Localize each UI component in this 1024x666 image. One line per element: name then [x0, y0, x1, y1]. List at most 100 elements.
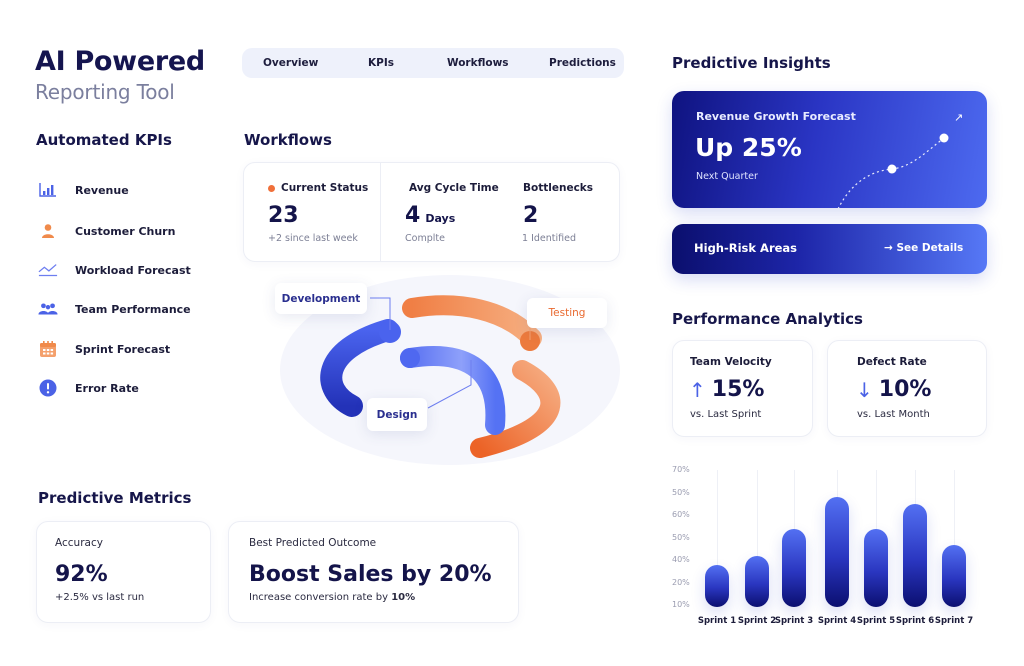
kpi-item-customer-churn[interactable]: Customer Churn — [38, 221, 175, 241]
workflow-status-card: Current Status 23 +2 since last week Avg… — [243, 162, 620, 262]
x-tick-label: Sprint 1 — [697, 616, 737, 626]
y-tick-label: 60% — [672, 510, 690, 519]
bottlenecks-sub: 1 Identified — [522, 233, 576, 244]
avg-cycle-unit: Days — [425, 212, 456, 225]
divider — [380, 163, 381, 261]
bar-sprint-1[interactable] — [705, 564, 729, 607]
y-tick-label: 10% — [672, 600, 690, 609]
bar-sprint-6[interactable] — [903, 504, 927, 607]
trend-line-icon — [38, 260, 58, 280]
tab-workflows[interactable]: Workflows — [447, 57, 509, 69]
x-tick-label: Sprint 7 — [934, 616, 974, 626]
gridline — [953, 470, 955, 607]
gridline — [756, 470, 758, 607]
forecast-trend-line — [837, 133, 949, 208]
see-details-link[interactable]: → See Details — [884, 242, 964, 254]
arrow-down-icon: ↓ — [856, 377, 873, 402]
alert-icon — [38, 378, 58, 398]
stage-development[interactable]: Development — [275, 283, 367, 314]
team-velocity-sub: vs. Last Sprint — [690, 409, 762, 420]
kpi-item-sprint-forecast[interactable]: Sprint Forecast — [38, 339, 170, 359]
tab-predictions[interactable]: Predictions — [549, 57, 616, 69]
bar-sprint-3[interactable] — [782, 528, 806, 607]
kpi-item-revenue[interactable]: Revenue — [38, 180, 129, 200]
team-velocity-value-group: ↑ 15% — [689, 377, 764, 402]
workflows-title: Workflows — [244, 131, 332, 149]
status-dot-icon — [268, 184, 275, 192]
avg-cycle-label: Avg Cycle Time — [409, 182, 499, 194]
x-tick-label: Sprint 2 — [737, 616, 777, 626]
bar-sprint-4[interactable] — [825, 497, 849, 607]
app-subtitle: Reporting Tool — [35, 80, 175, 104]
current-status-header: Current Status — [268, 182, 368, 194]
team-velocity-label: Team Velocity — [690, 356, 772, 368]
user-icon — [38, 221, 58, 241]
best-outcome-sub-strong: 10% — [391, 592, 416, 603]
high-risk-label: High-Risk Areas — [694, 241, 798, 255]
gridline — [716, 470, 718, 607]
defect-rate-label: Defect Rate — [857, 356, 927, 368]
avg-cycle-value: 4 — [405, 203, 421, 228]
best-outcome-sub-text: Increase conversion rate by — [249, 592, 392, 603]
high-risk-areas-card[interactable]: High-Risk Areas → See Details — [672, 224, 987, 274]
bar-chart-icon — [38, 180, 58, 200]
team-velocity-card: Team Velocity ↑ 15% vs. Last Sprint — [672, 340, 813, 437]
accuracy-label: Accuracy — [55, 537, 103, 549]
kpi-label: Team Performance — [75, 302, 191, 316]
predictive-insights-title: Predictive Insights — [672, 54, 831, 72]
x-tick-label: Sprint 6 — [895, 616, 935, 626]
accuracy-sub: +2.5% vs last run — [55, 592, 145, 603]
stage-testing[interactable]: Testing — [527, 298, 607, 328]
revenue-forecast-label: Revenue Growth Forecast — [696, 110, 856, 123]
kpi-label: Sprint Forecast — [75, 342, 171, 356]
y-tick-label: 70% — [672, 465, 690, 474]
team-velocity-value: 15% — [711, 377, 765, 402]
y-tick-label: 50% — [672, 487, 690, 497]
defect-rate-value: 10% — [878, 377, 932, 402]
kpis-title: Automated KPIs — [36, 131, 172, 149]
tab-overview[interactable]: Overview — [263, 57, 319, 69]
best-outcome-sub: Increase conversion rate by 10% — [249, 592, 415, 603]
revenue-forecast-value: Up 25% — [695, 133, 802, 162]
accuracy-value: 92% — [55, 562, 108, 587]
y-tick-label: 50% — [672, 532, 690, 542]
y-tick-label: 40% — [672, 555, 690, 564]
defect-rate-card: Defect Rate ↓ 10% vs. Last Month — [827, 340, 987, 437]
accuracy-card: Accuracy 92% +2.5% vs last run — [36, 521, 211, 623]
avg-cycle-value-group: 4 Days — [405, 203, 455, 228]
calendar-icon — [38, 339, 58, 359]
best-outcome-card: Best Predicted Outcome Boost Sales by 20… — [228, 521, 519, 623]
revenue-forecast-card[interactable]: Revenue Growth Forecast Up 25% Next Quar… — [672, 91, 987, 208]
kpi-item-error-rate[interactable]: Error Rate — [38, 378, 139, 398]
best-outcome-value: Boost Sales by 20% — [249, 562, 492, 587]
bottlenecks-value: 2 — [523, 203, 539, 228]
avg-cycle-sub: Complte — [405, 233, 445, 244]
app-title: AI Powered — [35, 46, 205, 77]
best-outcome-label: Best Predicted Outcome — [249, 537, 377, 549]
current-status-value: 23 — [268, 203, 299, 228]
kpi-label: Workload Forecast — [75, 263, 191, 277]
bar-sprint-7[interactable] — [942, 544, 966, 607]
tab-kpis[interactable]: KPIs — [368, 57, 394, 69]
kpi-item-workload-forecast[interactable]: Workload Forecast — [38, 260, 191, 280]
revenue-forecast-sub: Next Quarter — [696, 171, 758, 182]
performance-analytics-title: Performance Analytics — [672, 310, 863, 328]
kpi-label: Revenue — [75, 183, 129, 197]
sprint-chart: 70% 50% 60% 50% 40% 20% 10% Sprint 1 Sprint 2 Spr… — [660, 460, 1000, 635]
bar-sprint-5[interactable] — [864, 528, 888, 607]
defect-rate-value-group: ↓ 10% — [856, 377, 931, 402]
arrow-up-icon: ↑ — [689, 377, 706, 402]
x-tick-label: Sprint 3 — [774, 616, 814, 626]
stage-design[interactable]: Design — [367, 398, 427, 431]
bar-sprint-2[interactable] — [745, 555, 769, 607]
kpi-item-team-performance[interactable]: Team Performance — [38, 299, 191, 319]
nav-tabs: Overview KPIs Workflows Predictions — [242, 48, 624, 78]
y-tick-label: 20% — [672, 577, 690, 587]
current-status-sub: +2 since last week — [268, 233, 358, 244]
defect-rate-sub: vs. Last Month — [857, 409, 930, 420]
kpi-label: Customer Churn — [75, 224, 176, 238]
predictive-metrics-title: Predictive Metrics — [38, 489, 192, 507]
team-icon — [38, 299, 58, 319]
x-tick-label: Sprint 5 — [856, 616, 896, 626]
bottlenecks-label: Bottlenecks — [523, 182, 594, 194]
